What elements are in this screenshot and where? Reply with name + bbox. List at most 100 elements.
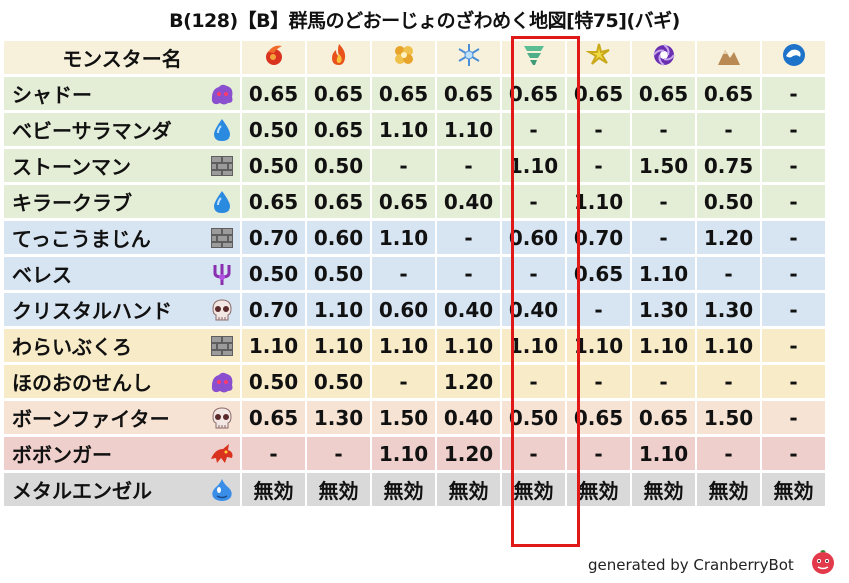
flame-icon — [326, 44, 352, 73]
resistance-value-cell: - — [762, 401, 825, 434]
brick-wall-icon — [208, 332, 236, 360]
resistance-value-cell: 0.65 — [372, 185, 435, 218]
resistance-value-cell: - — [762, 113, 825, 146]
resistance-value-cell: - — [697, 437, 760, 470]
ice-icon — [456, 44, 482, 73]
resistance-value-cell: - — [762, 77, 825, 110]
table-row: ボーンファイター 0.65 1.30 1.50 0.40 0.50 0.65 0.65 1.50… — [4, 401, 825, 434]
header-row: モンスター名 — [4, 41, 825, 74]
resistance-value-cell: - — [762, 329, 825, 362]
resistance-value-cell: - — [762, 221, 825, 254]
resistance-value-cell: 0.50 — [502, 401, 565, 434]
resistance-value-cell: 1.20 — [697, 221, 760, 254]
table-row: てっこうまじん 0.70 0.60 1.10-0.60 0.70-1.20- — [4, 221, 825, 254]
water-drop-icon — [208, 188, 236, 216]
resistance-value-cell: 1.10 — [437, 113, 500, 146]
monster-name: シャドー — [12, 83, 92, 107]
resistance-value-cell: 1.10 — [372, 113, 435, 146]
resistance-value-cell: 0.50 — [242, 149, 305, 182]
element-header-3 — [437, 41, 500, 74]
resistance-value-cell: 0.60 — [372, 293, 435, 326]
resistance-value-cell: 0.65 — [372, 77, 435, 110]
monster-name: ベレス — [12, 263, 72, 287]
resistance-value-cell: - — [762, 257, 825, 290]
element-header-4 — [502, 41, 565, 74]
monster-name-cell: ボーンファイター — [4, 401, 240, 434]
table-row: ほのおのせんし 0.50 0.50-1.20- - - - - — [4, 365, 825, 398]
monster-name-cell: クリスタルハンド — [4, 293, 240, 326]
element-header-2 — [372, 41, 435, 74]
dragon-icon — [208, 440, 236, 468]
resistance-value-cell: 無効 — [697, 473, 760, 506]
resistance-value-cell: 無効 — [437, 473, 500, 506]
monster-name: ストーンマン — [12, 155, 131, 179]
resistance-value-cell: 1.10 — [567, 185, 630, 218]
resistance-value-cell: 0.75 — [697, 149, 760, 182]
resistance-value-cell: 0.65 — [632, 401, 695, 434]
resistance-value-cell: 0.40 — [437, 293, 500, 326]
monster-name: キラークラブ — [12, 191, 132, 215]
resistance-value-cell: 1.50 — [632, 149, 695, 182]
element-header-6 — [632, 41, 695, 74]
resistance-value-cell: - — [567, 437, 630, 470]
resistance-value-cell: - — [502, 113, 565, 146]
skull-icon — [208, 404, 236, 432]
resistance-value-cell: 1.10 — [372, 437, 435, 470]
resistance-value-cell: 1.10 — [437, 329, 500, 362]
resistance-value-cell: 1.10 — [632, 437, 695, 470]
table-row: ボボンガー - -1.10 1.20- -1.10- - — [4, 437, 825, 470]
monster-name: てっこうまじん — [12, 227, 151, 251]
monster-name-cell: メタルエンゼル — [4, 473, 240, 506]
resistance-value-cell: 無効 — [567, 473, 630, 506]
monster-name: ボーンファイター — [12, 407, 170, 431]
monster-name-cell: シャドー — [4, 77, 240, 110]
resistance-value-cell: 1.10 — [372, 329, 435, 362]
skull-icon — [208, 296, 236, 324]
resistance-value-cell: 0.65 — [697, 77, 760, 110]
resistance-value-cell: - — [242, 437, 305, 470]
resistance-value-cell: 0.60 — [502, 221, 565, 254]
table-row: キラークラブ 0.65 0.65 0.65 0.40-1.10-0.50- — [4, 185, 825, 218]
monster-name: ボボンガー — [12, 443, 112, 467]
resistance-value-cell: 0.50 — [307, 257, 370, 290]
water-wave-icon — [781, 44, 807, 73]
resistance-value-cell: - — [567, 365, 630, 398]
metal-slime-icon — [208, 476, 236, 504]
resistance-value-cell: - — [437, 149, 500, 182]
resistance-value-cell: 1.10 — [632, 329, 695, 362]
explosion-icon — [391, 46, 417, 73]
monster-name-cell: ベビーサラマンダ — [4, 113, 240, 146]
table-row: わらいぶくろ 1.10 1.10 1.10 1.10 1.10 1.10 1.10 1.10- — [4, 329, 825, 362]
demon-trident-icon — [208, 260, 236, 288]
footer-credit: generated by CranberryBot — [588, 556, 794, 574]
resistance-value-cell: 0.65 — [242, 77, 305, 110]
resistance-value-cell: 無効 — [502, 473, 565, 506]
resistance-value-cell: 0.65 — [307, 113, 370, 146]
element-header-8 — [762, 41, 825, 74]
resistance-value-cell: 1.10 — [372, 221, 435, 254]
monster-name-cell: わらいぶくろ — [4, 329, 240, 362]
resistance-value-cell: - — [502, 365, 565, 398]
resistance-value-cell: 1.30 — [697, 293, 760, 326]
resistance-value-cell: 0.65 — [307, 77, 370, 110]
resistance-value-cell: - — [632, 221, 695, 254]
resistance-value-cell: 1.10 — [502, 149, 565, 182]
resistance-value-cell: 0.65 — [437, 77, 500, 110]
element-header-5 — [567, 41, 630, 74]
brick-wall-icon — [208, 224, 236, 252]
table-row: ストーンマン 0.50 0.50- -1.10-1.50 0.75- — [4, 149, 825, 182]
resistance-value-cell: - — [762, 437, 825, 470]
resistance-value-cell: 0.65 — [242, 401, 305, 434]
earth-icon — [716, 49, 742, 73]
darkness-icon — [651, 44, 677, 73]
resistance-value-cell: 1.10 — [697, 329, 760, 362]
wind-tornado-icon — [521, 46, 547, 73]
page-title: B(128)【B】群馬のどおーじょのざわめく地図[特75](バギ) — [169, 10, 680, 32]
resistance-value-cell: - — [762, 293, 825, 326]
resistance-value-cell: - — [502, 185, 565, 218]
water-drop-icon — [208, 116, 236, 144]
resistance-value-cell: 1.20 — [437, 437, 500, 470]
resistance-value-cell: 0.70 — [242, 293, 305, 326]
resistance-value-cell: 0.50 — [307, 149, 370, 182]
resistance-value-cell: 0.65 — [632, 77, 695, 110]
